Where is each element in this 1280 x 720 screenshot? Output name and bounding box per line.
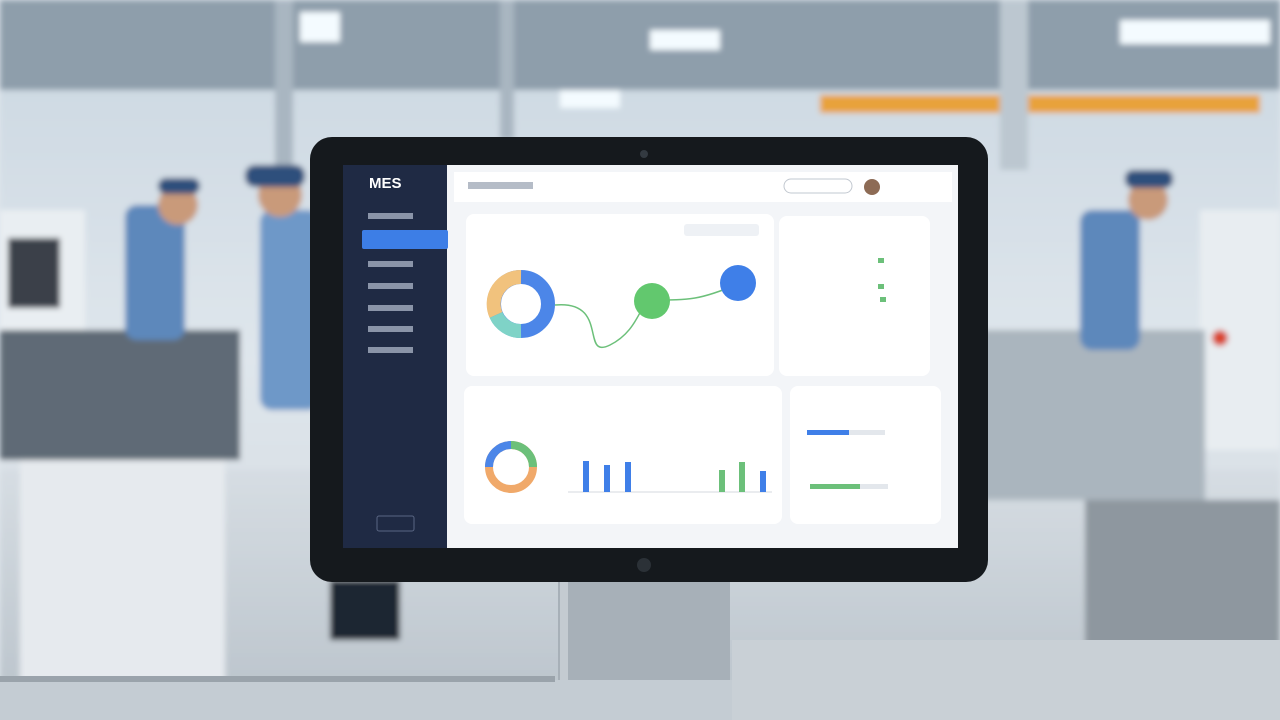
dashboard-shape — [583, 461, 589, 492]
dashboard-shape — [634, 283, 670, 319]
sidebar-shape — [368, 305, 413, 311]
dashboard-shape — [779, 216, 930, 376]
logo: MES — [369, 175, 402, 192]
background-shape — [1212, 330, 1228, 346]
sidebar-shape — [368, 213, 413, 219]
dashboard-shape — [466, 214, 774, 376]
background-shape — [8, 238, 60, 308]
dashboard-shape — [625, 462, 631, 492]
dashboard-shape — [864, 179, 880, 195]
background-shape — [158, 178, 200, 194]
dashboard-shape — [719, 470, 725, 492]
stand — [0, 572, 1280, 720]
background-shape — [0, 0, 1280, 90]
dashboard-shape — [554, 283, 739, 348]
dashboard-shape — [464, 386, 782, 524]
dashboard-shape — [684, 224, 759, 236]
background-shape — [650, 30, 720, 50]
background-shape — [1125, 170, 1173, 188]
dashboard — [454, 172, 952, 524]
background-shape — [330, 580, 400, 640]
dashboard-shape — [878, 258, 884, 263]
background-shape — [20, 450, 225, 690]
dashboard-shape — [720, 265, 756, 301]
background-shape — [125, 205, 185, 340]
stand-shape — [0, 676, 555, 682]
sidebar-shape — [368, 326, 413, 332]
dashboard-shape — [807, 430, 849, 435]
dashboard-shape — [790, 386, 941, 524]
dashboard-shape — [783, 178, 853, 194]
background-shape — [975, 330, 1205, 500]
background-shape — [1085, 500, 1280, 650]
sidebar-shape — [368, 261, 413, 267]
sidebar-shape — [368, 347, 413, 353]
background-shape — [245, 165, 305, 187]
background-shape — [1120, 20, 1270, 44]
stand-shape — [732, 640, 1280, 720]
dashboard-shape — [878, 284, 884, 289]
background-shape — [1000, 0, 1028, 170]
dashboard-shape — [604, 465, 610, 492]
background-shape — [1128, 180, 1168, 220]
background-shape — [1080, 210, 1140, 350]
sidebar-shape — [343, 165, 447, 548]
background-shape — [560, 90, 620, 108]
sidebar — [343, 165, 448, 548]
background-shape — [158, 185, 198, 225]
tablet-shape — [637, 558, 651, 572]
dashboard-shape — [485, 441, 512, 468]
dashboard-shape — [486, 269, 522, 318]
sidebar-shape — [376, 515, 415, 532]
sidebar-shape — [368, 283, 413, 289]
dashboard-shape — [489, 311, 522, 338]
background-shape — [820, 95, 1260, 113]
background-shape — [260, 210, 320, 410]
background-shape — [1200, 210, 1280, 450]
sidebar-shape — [362, 230, 448, 249]
stand-shape — [560, 572, 568, 720]
dashboard-shape — [880, 297, 886, 302]
background-shape — [500, 0, 514, 140]
dashboard-shape — [468, 182, 533, 189]
background-shape — [0, 330, 240, 460]
dashboard-shape — [760, 471, 766, 492]
dashboard-shape — [810, 484, 860, 489]
dashboard-shape — [739, 462, 745, 492]
background-shape — [300, 12, 340, 42]
dashboard-shape — [510, 441, 537, 468]
tablet-shape — [640, 150, 648, 158]
